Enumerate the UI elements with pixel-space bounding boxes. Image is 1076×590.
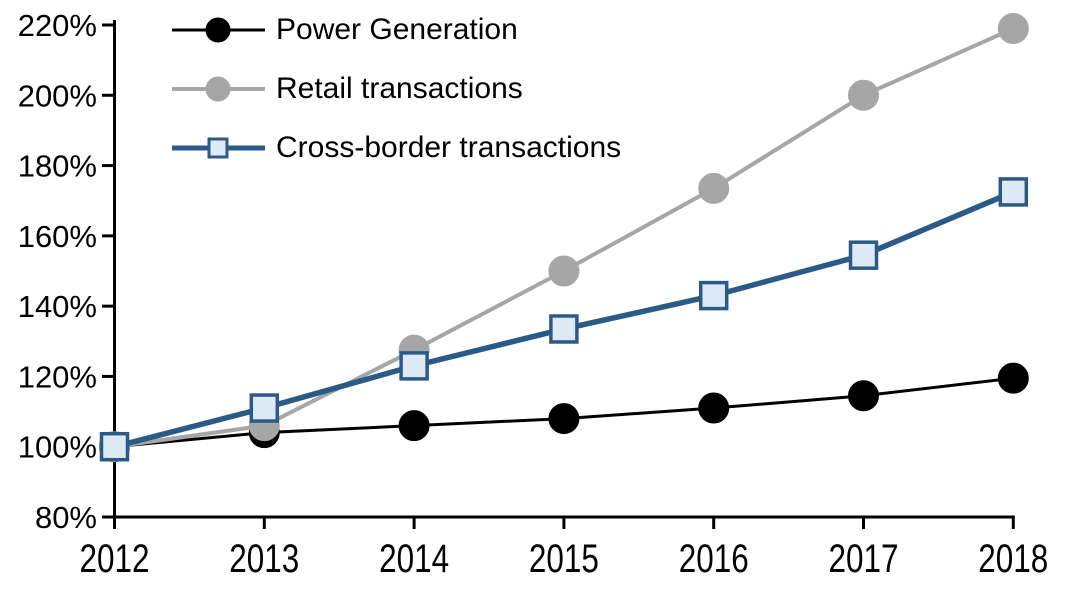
legend-line-sample-power-generation [172,17,265,42]
y-axis-tick-label: 80% [35,500,97,535]
data-point-square [549,314,579,344]
data-point-square [998,177,1029,207]
x-axis-tick-label: 2017 [829,537,899,581]
x-axis-tick-label: 2015 [529,537,599,581]
data-point-square [99,431,130,462]
data-point-circle [698,172,730,204]
data-point-circle [997,362,1029,394]
y-axis-tick-label: 160% [18,219,97,254]
y-axis-tick-label: 180% [18,149,97,184]
data-point-circle [398,410,430,442]
y-axis-tick-label: 200% [18,78,97,113]
y-axis-tick-label: 120% [18,359,97,394]
y-axis-tick-label: 140% [18,289,97,324]
legend-line-sample-retail-transactions [172,76,265,101]
legend-label-retail-transactions: Retail transactions [276,71,523,105]
data-point-circle [848,380,879,412]
legend-label-power-generation: Power Generation [276,12,518,46]
data-point-circle [548,255,580,287]
x-axis-tick-label: 2016 [679,537,749,581]
data-point-circle [548,403,580,435]
y-axis-tick-label: 220% [18,8,97,43]
x-axis-tick-label: 2018 [978,537,1048,581]
legend-line-sample-cross-border-transactions [172,137,265,158]
y-axis-tick-label: 100% [18,430,97,465]
data-point-circle [698,392,730,424]
data-point-square [249,393,280,423]
x-axis-tick-label: 2013 [229,537,299,581]
legend-item-retail-transactions: Retail transactions [170,59,621,118]
x-axis-tick-label: 2014 [379,537,449,581]
data-point-square [698,280,729,311]
data-point-circle [997,13,1029,45]
data-point-square [399,351,429,381]
x-axis-tick-label: 2012 [80,537,150,581]
legend-item-cross-border-transactions: Cross-border transactions [170,118,621,177]
data-point-circle [848,79,879,111]
chart-legend: Power Generation Retail transactions Cro… [170,0,621,177]
legend-item-power-generation: Power Generation [170,0,621,59]
data-point-square [848,240,879,270]
legend-label-cross-border-transactions: Cross-border transactions [276,130,622,164]
